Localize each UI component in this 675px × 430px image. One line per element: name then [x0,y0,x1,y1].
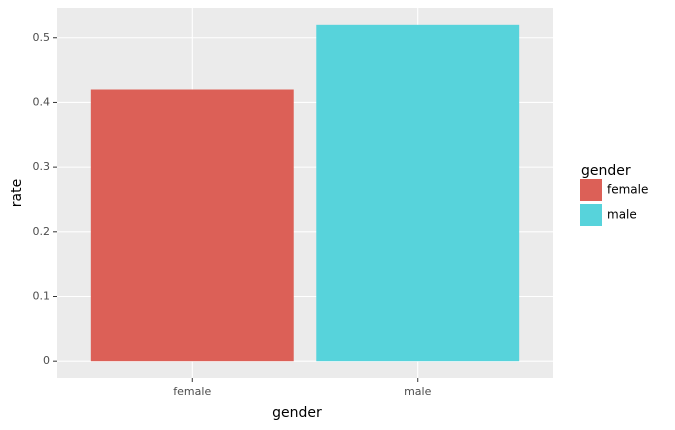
y-tick-label: 0.4 [33,95,51,108]
legend-title: gender [581,163,631,179]
legend-label: female [607,183,648,197]
legend-key [580,179,602,201]
legend-label: male [607,208,637,222]
y-tick-label: 0.2 [33,225,51,238]
y-tick-label: 0.3 [33,160,51,173]
legend-key [580,204,602,226]
y-tick-label: 0 [43,354,50,367]
bar [90,89,294,362]
x-tick-label: female [173,385,211,398]
y-tick-label: 0.1 [33,289,51,302]
bar [316,24,520,362]
x-axis-title: gender [272,405,322,421]
y-tick-label: 0.5 [33,31,51,44]
x-tick-label: male [404,385,432,398]
y-axis-title: rate [9,179,25,207]
